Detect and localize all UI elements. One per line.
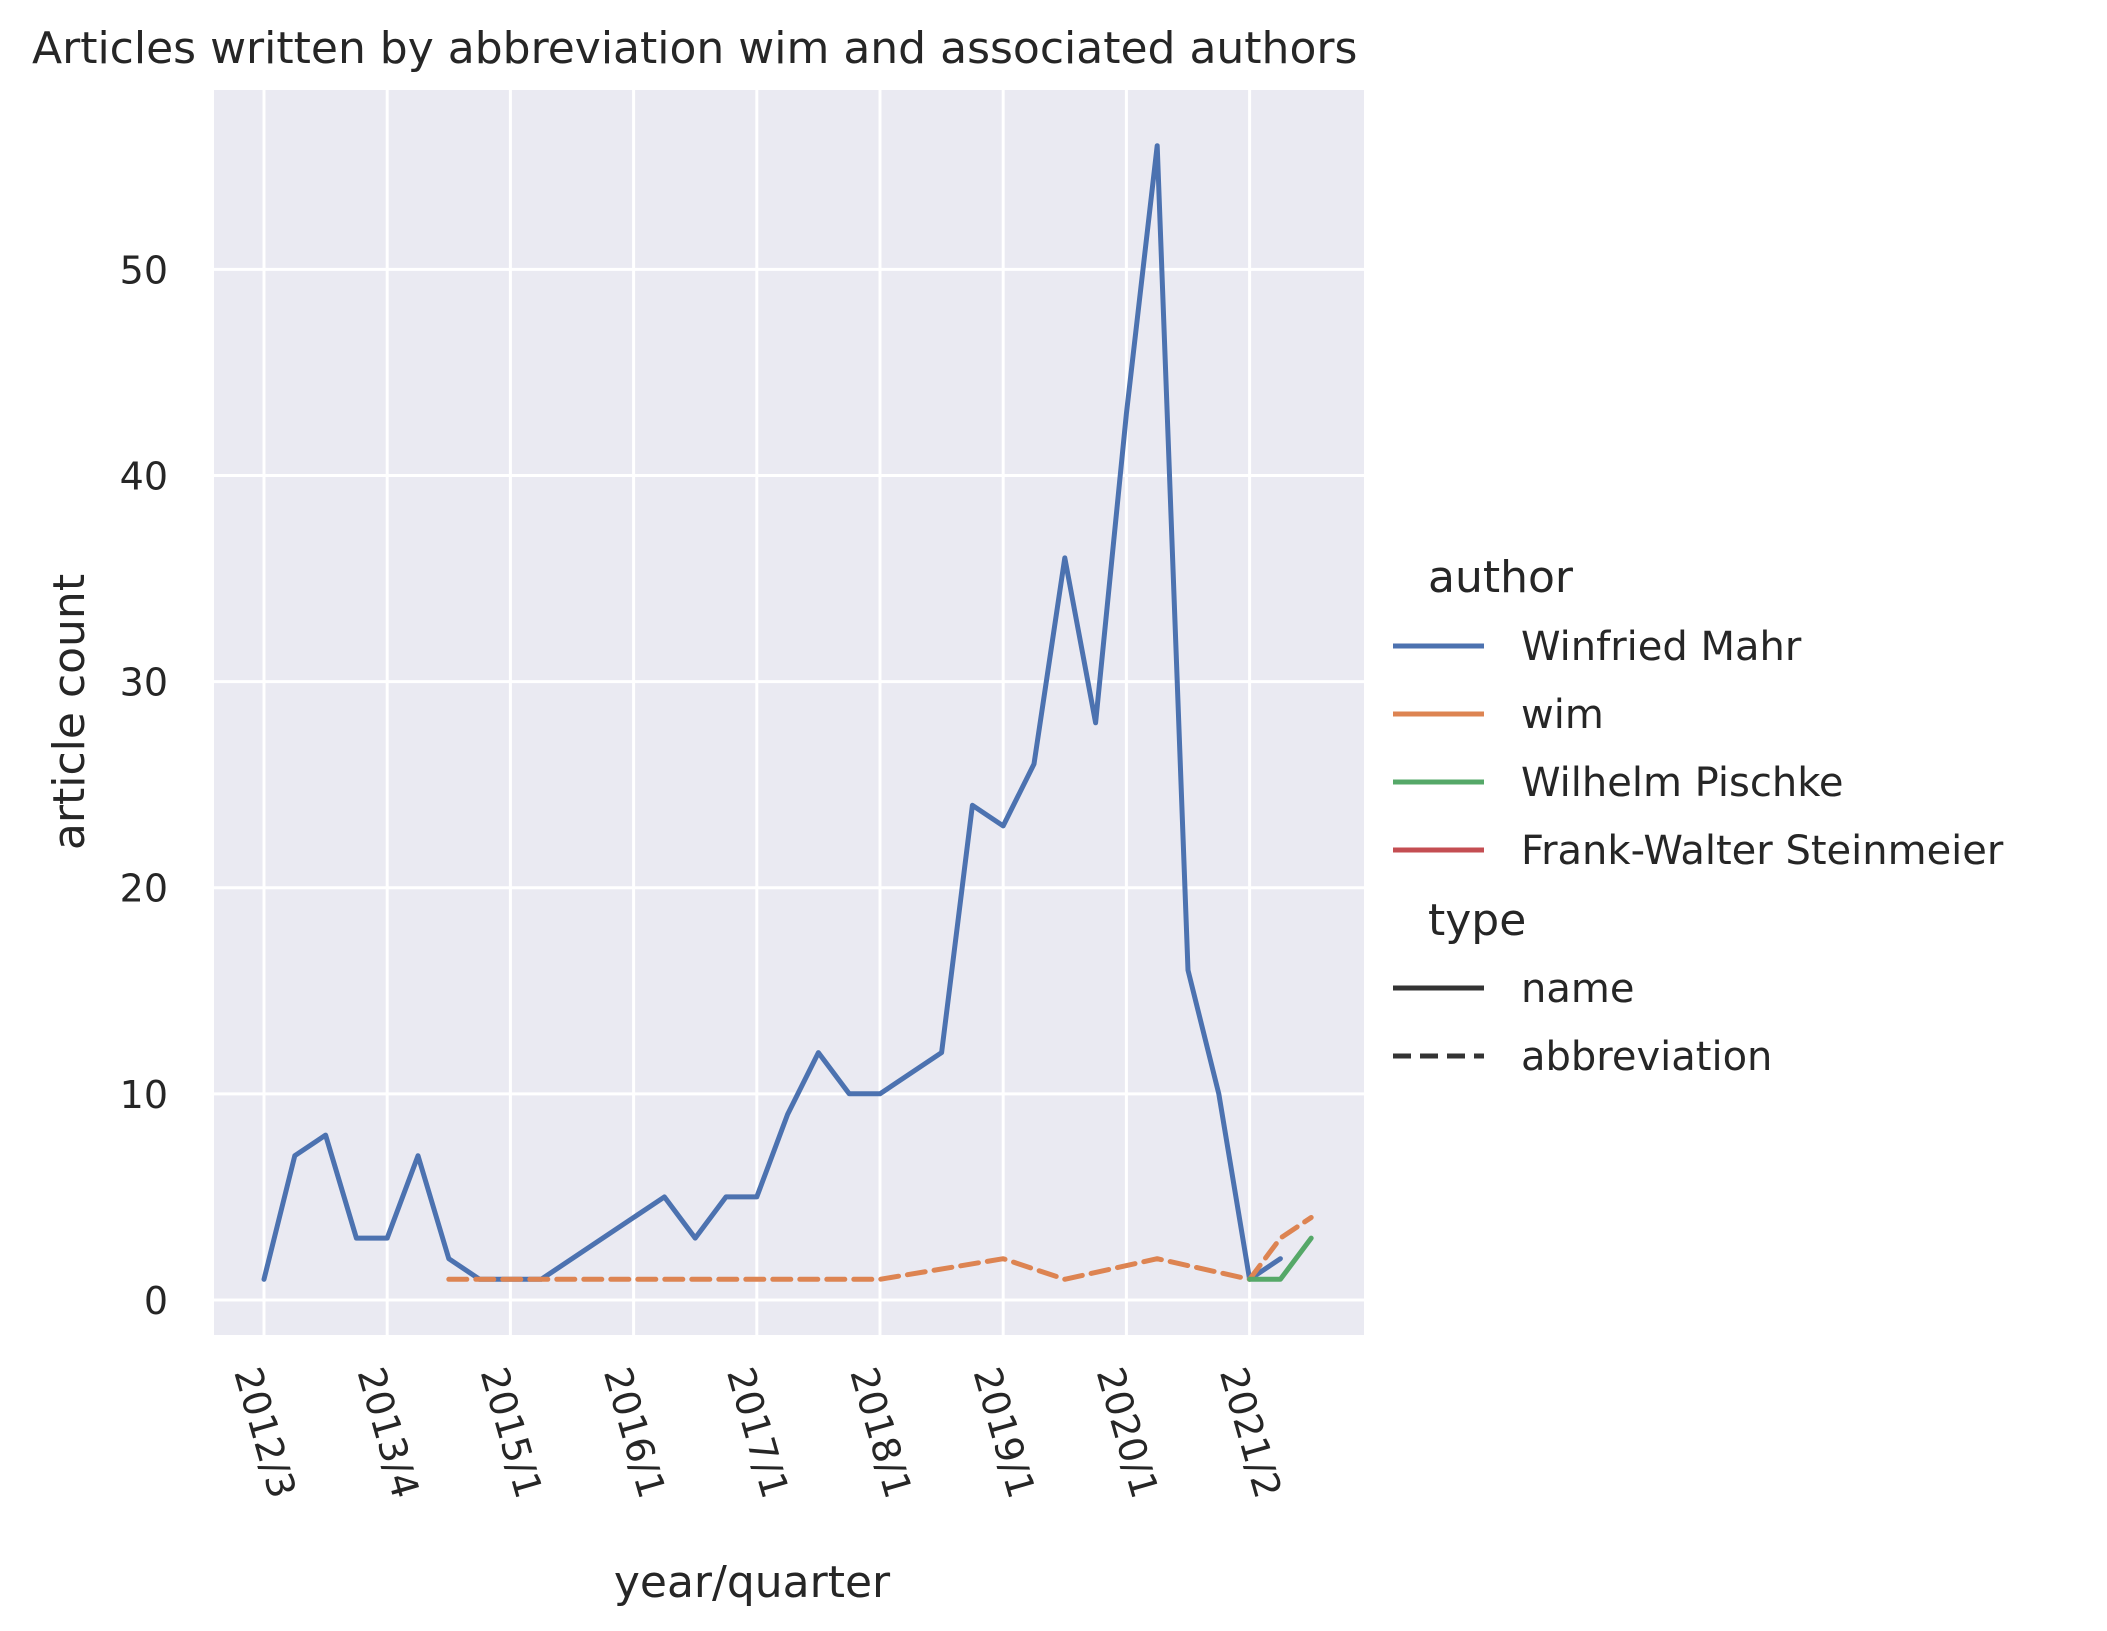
x-tick-label: 2018/1: [841, 1362, 920, 1503]
y-tick-label: 50: [120, 248, 168, 292]
x-tick-label: 2020/1: [1088, 1362, 1167, 1503]
x-tick-label: 2016/1: [595, 1362, 674, 1503]
y-tick-label: 30: [120, 661, 168, 705]
y-tick-label: 10: [120, 1073, 168, 1117]
legend-type-label: abbreviation: [1521, 1034, 1772, 1080]
x-tick-label: 2015/1: [472, 1362, 551, 1503]
series-lines: [261, 143, 1314, 1282]
legend-type-title: type: [1428, 895, 1526, 946]
series-line-wilhelm-pischke: [1247, 1235, 1314, 1282]
y-tick-label: 20: [120, 867, 168, 911]
legend-author-title: author: [1428, 552, 1574, 603]
legend: author Winfried Mahr wim Wilhelm Pischke Fra…: [1393, 552, 2004, 1080]
y-axis-ticks: 0 10 20 30 40 50: [120, 248, 168, 1323]
legend-author-label: Winfried Mahr: [1521, 624, 1802, 670]
series-line-wim: [446, 1215, 1314, 1282]
x-tick-label: 2017/1: [718, 1362, 797, 1503]
grid: [214, 90, 1364, 1335]
plot-area: [214, 90, 1364, 1335]
series-line-winfried-mahr: [261, 143, 1283, 1282]
legend-author-label: Frank-Walter Steinmeier: [1521, 828, 2004, 874]
chart-title: Articles written by abbreviation wim and…: [32, 23, 1357, 74]
legend-author-label: wim: [1521, 692, 1604, 738]
x-tick-label: 2019/1: [965, 1362, 1044, 1503]
y-tick-label: 0: [144, 1279, 168, 1323]
y-axis-label: article count: [44, 574, 95, 850]
legend-author-label: Wilhelm Pischke: [1521, 760, 1844, 806]
legend-type-label: name: [1521, 966, 1634, 1012]
x-tick-label: 2013/4: [349, 1362, 428, 1503]
x-tick-label: 2021/2: [1211, 1362, 1290, 1503]
x-axis-label: year/quarter: [614, 1557, 891, 1608]
x-tick-label: 2012/3: [225, 1362, 304, 1503]
x-axis-ticks: 2012/3 2013/4 2015/1 2016/1 2017/1 2018/1 2019…: [225, 1362, 1290, 1503]
y-tick-label: 40: [120, 454, 168, 498]
